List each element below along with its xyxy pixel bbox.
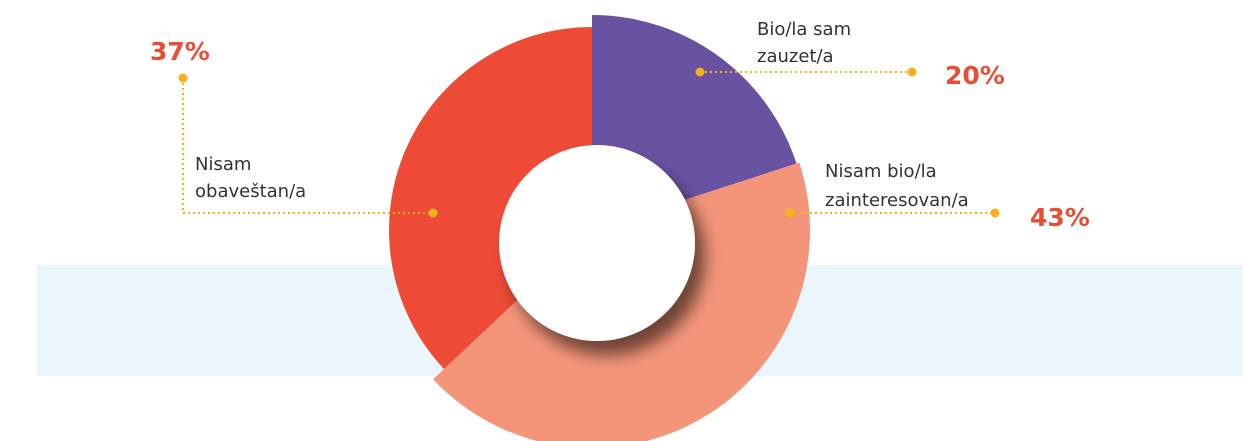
- leaders: [178, 67, 1000, 218]
- label: obaveštan/a: [195, 181, 306, 202]
- label: Bio/la sam: [757, 19, 851, 40]
- dot: [785, 208, 795, 218]
- value-label: 20%: [945, 61, 1005, 90]
- dot: [907, 67, 917, 77]
- value-label: 43%: [1030, 203, 1090, 232]
- dot: [428, 208, 438, 218]
- dot: [178, 73, 188, 83]
- label: zainteresovan/a: [825, 190, 969, 211]
- label: Nisam bio/la: [825, 161, 937, 182]
- value-label: 37%: [150, 37, 210, 66]
- label: Nisam: [195, 154, 251, 175]
- dot: [990, 208, 1000, 218]
- leader: [182, 78, 433, 214]
- donut-hole: [499, 145, 695, 341]
- dot: [695, 67, 705, 77]
- slice: [389, 27, 592, 369]
- label: zauzet/a: [757, 46, 834, 67]
